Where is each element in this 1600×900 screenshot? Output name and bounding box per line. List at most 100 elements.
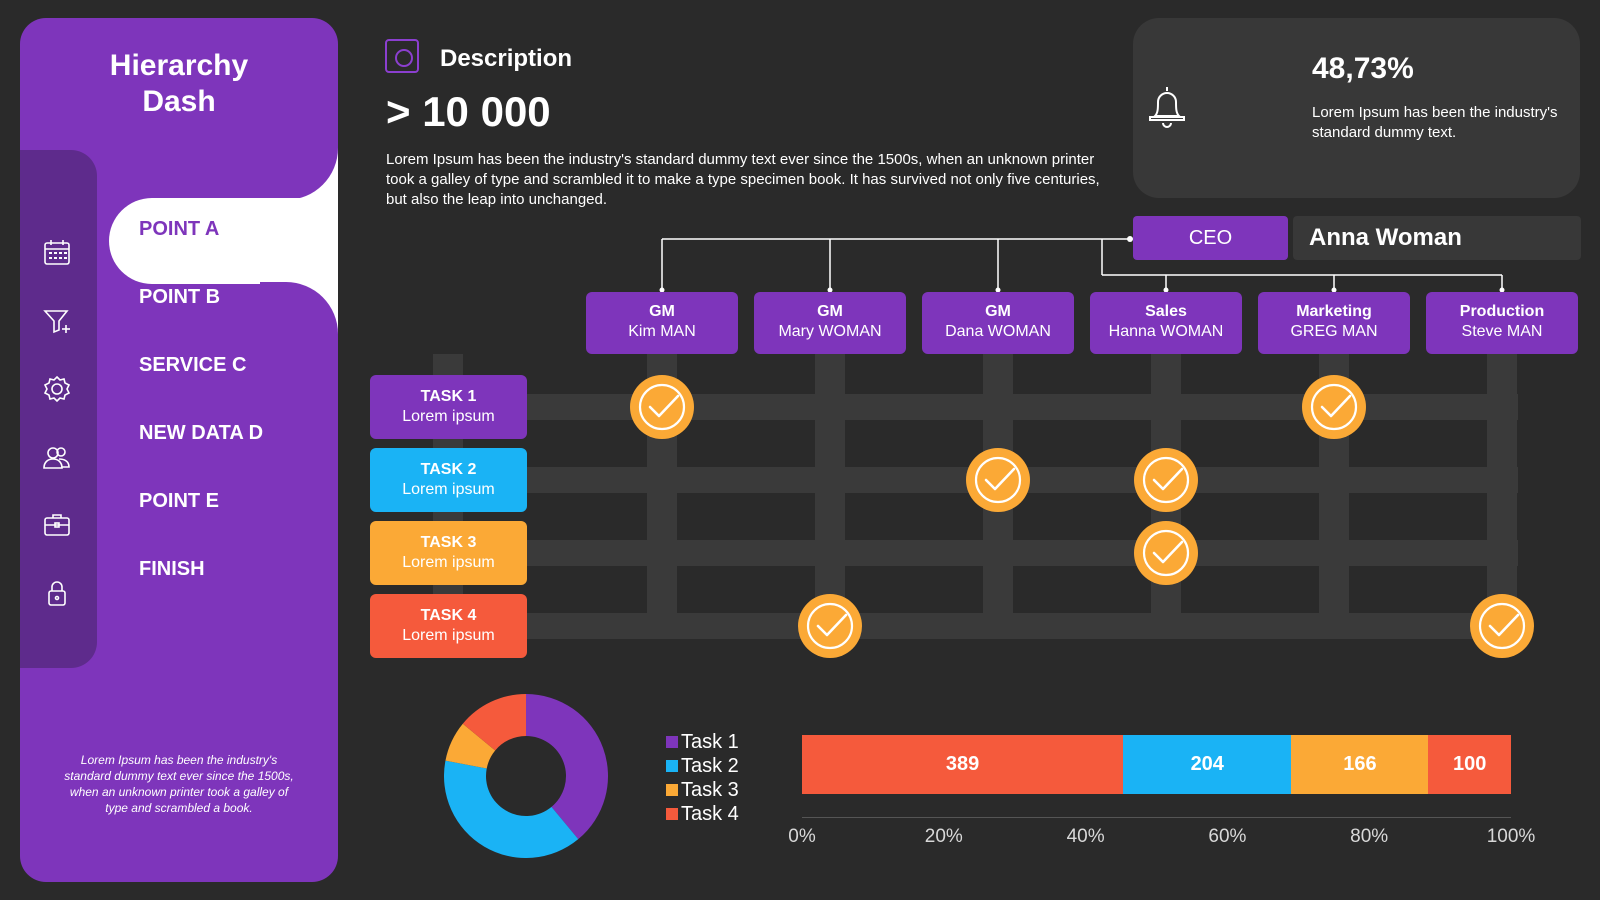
stat-text: Lorem Ipsum has been the industry's stan…: [1312, 104, 1558, 141]
dept-card[interactable]: GM Kim MAN: [586, 292, 738, 354]
app-title-line2: Dash: [142, 85, 216, 118]
task-name: TASK 1: [420, 388, 477, 405]
description-value: > 10 000: [386, 88, 551, 135]
legend-item: Task 1: [666, 730, 739, 754]
check-icon: [1470, 594, 1534, 658]
dept-person: Steve MAN: [1461, 323, 1543, 340]
task-name: TASK 4: [420, 607, 477, 624]
lock-icon[interactable]: [42, 578, 72, 608]
safe-icon: [385, 39, 419, 73]
icon-rail: [20, 150, 97, 668]
task-4-card[interactable]: TASK 4 Lorem ipsum: [370, 594, 527, 658]
task-3-card[interactable]: TASK 3 Lorem ipsum: [370, 521, 527, 585]
legend-label: Task 2: [681, 754, 739, 777]
dept-card[interactable]: Production Steve MAN: [1426, 292, 1578, 354]
donut-slice: [445, 723, 496, 769]
task-name: TASK 3: [420, 534, 477, 551]
settings-icon[interactable]: [42, 374, 72, 404]
description-text: Lorem Ipsum has been the industry's stan…: [386, 151, 1100, 208]
nav-item-point-b[interactable]: POINT B: [139, 286, 221, 308]
task-donut-chart: [444, 694, 608, 858]
task-name: TASK 2: [420, 461, 477, 478]
bar-segment: 100: [1428, 735, 1511, 794]
check-icon: [1134, 521, 1198, 585]
stat-value: 48,73%: [1312, 52, 1414, 85]
check-icon: [1302, 375, 1366, 439]
nav-item-point-e[interactable]: POINT E: [139, 490, 220, 512]
app-title: Hierarchy Dash: [20, 48, 338, 120]
check-icon: [966, 448, 1030, 512]
legend-item: Task 2: [666, 754, 739, 778]
donut-legend: Task 1 Task 2 Task 3 Task 4: [666, 730, 739, 826]
donut-slice: [444, 760, 579, 858]
ceo-label[interactable]: CEO: [1133, 216, 1288, 260]
sidebar-note: Lorem Ipsum has been the industry's stan…: [64, 753, 294, 815]
nav-active-highlight: [109, 198, 338, 284]
legend-swatch: [666, 736, 678, 748]
dept-role: GM: [649, 303, 675, 320]
task-sub: Lorem ipsum: [402, 408, 495, 425]
grid-row: [526, 613, 1518, 639]
briefcase-icon[interactable]: [42, 510, 72, 540]
bell-icon[interactable]: [1147, 84, 1187, 130]
legend-label: Task 4: [681, 802, 739, 825]
dept-card[interactable]: GM Mary WOMAN: [754, 292, 906, 354]
stat-card: [1133, 18, 1580, 198]
ceo-name: Anna Woman: [1293, 216, 1581, 260]
nav-item-finish[interactable]: FINISH: [139, 558, 205, 580]
sidebar: Hierarchy Dash POINT A POINT B SERVICE C…: [20, 18, 338, 882]
task-2-card[interactable]: TASK 2 Lorem ipsum: [370, 448, 527, 512]
calendar-icon[interactable]: [42, 238, 72, 268]
check-icon: [630, 375, 694, 439]
nav-item-point-a[interactable]: POINT A: [139, 218, 220, 240]
legend-label: Task 1: [681, 730, 739, 753]
dept-card[interactable]: GM Dana WOMAN: [922, 292, 1074, 354]
task-sub: Lorem ipsum: [402, 481, 495, 498]
dept-person: Hanna WOMAN: [1108, 323, 1224, 340]
donut-slice: [526, 694, 608, 840]
bar-segment: 204: [1123, 735, 1292, 794]
axis-tick-label: 60%: [1208, 826, 1247, 847]
axis-tick-label: 20%: [924, 826, 963, 847]
dept-person: Kim MAN: [628, 323, 696, 340]
dept-person: Dana WOMAN: [945, 323, 1051, 340]
bar-axis: [802, 817, 1511, 818]
dept-person: GREG MAN: [1290, 323, 1378, 340]
active-notch-top: [260, 148, 338, 200]
dept-card[interactable]: Sales Hanna WOMAN: [1090, 292, 1242, 354]
axis-tick-label: 0%: [788, 826, 816, 847]
dept-role: Marketing: [1296, 303, 1372, 320]
filter-icon[interactable]: [42, 306, 72, 336]
dept-person: Mary WOMAN: [778, 323, 882, 340]
app-title-line1: Hierarchy: [109, 49, 249, 82]
grid-row: [526, 540, 1518, 566]
legend-swatch: [666, 760, 678, 772]
legend-item: Task 4: [666, 802, 739, 826]
legend-item: Task 3: [666, 778, 739, 802]
nav-item-new-data-d[interactable]: NEW DATA D: [139, 422, 264, 444]
nav-item-service-c[interactable]: SERVICE C: [139, 354, 247, 376]
legend-swatch: [666, 808, 678, 820]
axis-tick-label: 80%: [1350, 826, 1389, 847]
stacked-bar-chart: 389 204 166 100: [802, 735, 1511, 794]
dept-role: Production: [1459, 303, 1545, 320]
task-sub: Lorem ipsum: [402, 554, 495, 571]
dept-role: Sales: [1145, 303, 1187, 320]
task-1-card[interactable]: TASK 1 Lorem ipsum: [370, 375, 527, 439]
active-notch-bottom: [260, 282, 338, 334]
donut-slice: [462, 694, 526, 751]
axis-tick-label: 40%: [1066, 826, 1105, 847]
description-title: Description: [440, 45, 573, 72]
axis-tick-label: 100%: [1486, 826, 1536, 847]
dept-card[interactable]: Marketing GREG MAN: [1258, 292, 1410, 354]
check-icon: [798, 594, 862, 658]
bar-segment: 389: [802, 735, 1124, 794]
bar-segment: 166: [1291, 735, 1429, 794]
check-icon: [1134, 448, 1198, 512]
legend-label: Task 3: [681, 778, 739, 801]
users-icon[interactable]: [42, 442, 72, 472]
dept-role: GM: [817, 303, 843, 320]
task-sub: Lorem ipsum: [402, 627, 495, 644]
legend-swatch: [666, 784, 678, 796]
dept-role: GM: [985, 303, 1011, 320]
